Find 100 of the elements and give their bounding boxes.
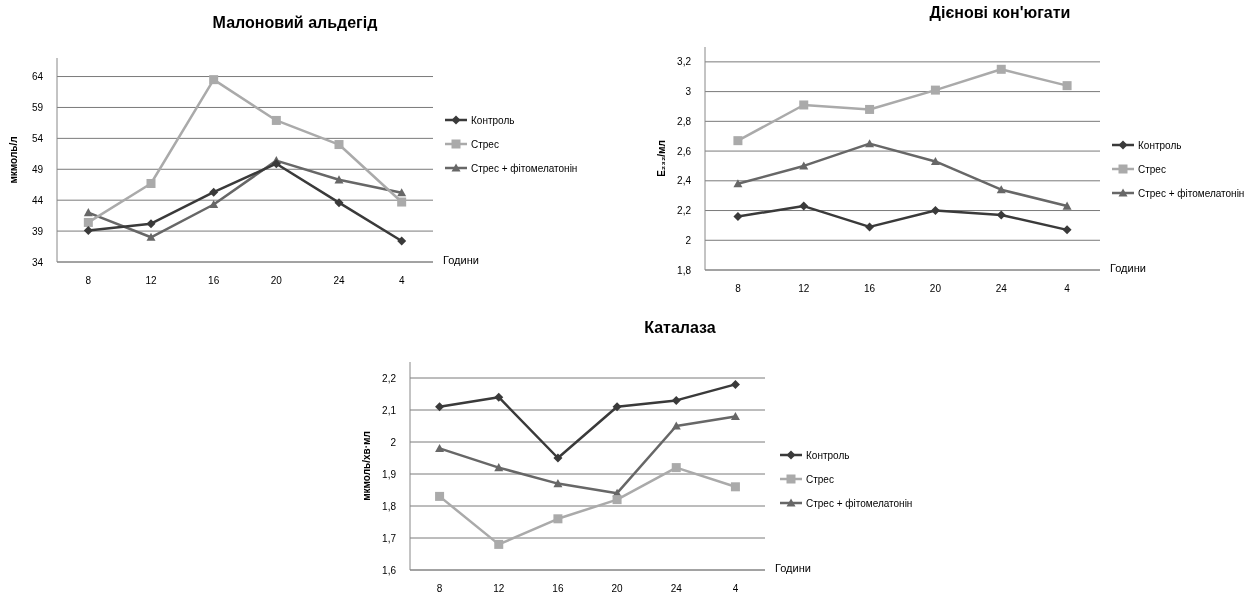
legend-label: Стрес + фітомелатонін <box>1138 187 1245 199</box>
x-tick-label: 24 <box>333 275 345 286</box>
point <box>209 200 219 209</box>
x-tick-label: 8 <box>85 275 92 286</box>
y-tick-label: 2,6 <box>677 145 692 157</box>
point <box>334 140 344 150</box>
y-tick-label: 39 <box>31 225 44 237</box>
legend-label: Стрес + фітомелатонін <box>471 162 578 174</box>
point <box>553 453 563 463</box>
point <box>996 64 1006 74</box>
x-tick-label: 8 <box>735 283 742 294</box>
y-tick-label: 1,6 <box>382 564 397 576</box>
x-tick-label: 16 <box>208 275 220 286</box>
x-axis-title: Години <box>443 254 479 266</box>
point <box>865 139 875 148</box>
x-tick-label: 20 <box>929 283 942 294</box>
y-tick-label: 59 <box>31 101 44 113</box>
y-tick-label: 1,7 <box>382 532 397 544</box>
y-tick-label: 2,4 <box>677 175 692 187</box>
point <box>730 411 740 420</box>
x-tick-label: 12 <box>798 283 810 294</box>
point <box>397 236 407 246</box>
point <box>83 208 93 217</box>
point <box>865 104 875 114</box>
point <box>435 491 445 501</box>
point <box>271 115 281 125</box>
x-tick-label: 24 <box>670 583 683 594</box>
point <box>271 159 281 169</box>
y-tick-label: 3,2 <box>677 56 692 68</box>
point <box>730 482 740 492</box>
y-tick-label: 64 <box>31 71 44 83</box>
point <box>494 392 504 402</box>
point <box>799 100 809 110</box>
legend-label: Контроль <box>806 449 850 461</box>
legend-label: Контроль <box>1138 139 1182 151</box>
point <box>494 539 504 549</box>
y-tick-label: 2,2 <box>677 205 692 217</box>
point <box>671 421 681 430</box>
y-tick-label: 2,1 <box>382 404 397 416</box>
chart-title: Дієнові кон'югати <box>929 4 1071 21</box>
y-tick-label: 54 <box>31 132 44 144</box>
point <box>397 197 407 207</box>
legend-label: Контроль <box>471 114 515 126</box>
x-tick-label: 24 <box>995 283 1008 294</box>
x-tick-label: 4 <box>1064 283 1071 294</box>
x-tick-label: 4 <box>732 583 739 594</box>
y-tick-label: 49 <box>31 163 44 175</box>
x-tick-label: 8 <box>436 583 443 594</box>
y-tick-label: 1,8 <box>382 500 397 512</box>
point <box>397 188 407 197</box>
x-tick-label: 20 <box>611 583 624 594</box>
point <box>733 179 743 188</box>
point <box>671 395 681 405</box>
x-tick-label: 12 <box>493 583 505 594</box>
point <box>209 187 219 197</box>
legend-label: Стрес <box>1138 163 1166 175</box>
x-tick-label: 16 <box>552 583 564 594</box>
point <box>334 198 344 208</box>
point <box>930 206 940 216</box>
point <box>1062 201 1072 210</box>
y-tick-label: 2 <box>390 436 397 448</box>
point <box>671 463 681 473</box>
y-tick-label: 2,8 <box>677 115 692 127</box>
point <box>1062 81 1072 91</box>
point <box>733 136 743 146</box>
point <box>209 75 219 85</box>
point <box>146 178 156 188</box>
point <box>730 379 740 389</box>
point <box>553 479 563 488</box>
point <box>435 443 445 452</box>
x-tick-label: 12 <box>145 275 157 286</box>
y-tick-label: 34 <box>31 256 44 268</box>
y-tick-label: 1,8 <box>677 264 692 276</box>
point <box>146 219 156 229</box>
legend-label: Стрес <box>471 138 499 150</box>
point <box>1062 225 1072 235</box>
y-axis-title: E₂₃₂/мл <box>656 140 667 177</box>
y-tick-label: 1,9 <box>382 468 397 480</box>
point <box>996 210 1006 220</box>
point <box>83 217 93 227</box>
point <box>435 402 445 412</box>
chart-title: Малоновий альдегід <box>212 14 378 31</box>
point <box>799 161 809 170</box>
y-axis-title: мкмоль/л <box>8 136 19 184</box>
chart-title: Каталаза <box>644 319 716 336</box>
point <box>553 514 563 524</box>
point <box>930 156 940 166</box>
point <box>146 232 156 241</box>
point <box>612 402 622 412</box>
x-tick-label: 4 <box>398 275 405 286</box>
y-axis-title: мкмоль/хв·мл <box>361 431 372 501</box>
point <box>799 201 809 211</box>
x-tick-label: 20 <box>270 275 283 286</box>
point <box>494 463 504 472</box>
point <box>733 211 743 221</box>
y-tick-label: 2,2 <box>382 372 397 384</box>
point <box>612 495 622 505</box>
legend-label: Стрес <box>806 473 834 485</box>
x-axis-title: Години <box>775 562 811 574</box>
point <box>930 85 940 95</box>
